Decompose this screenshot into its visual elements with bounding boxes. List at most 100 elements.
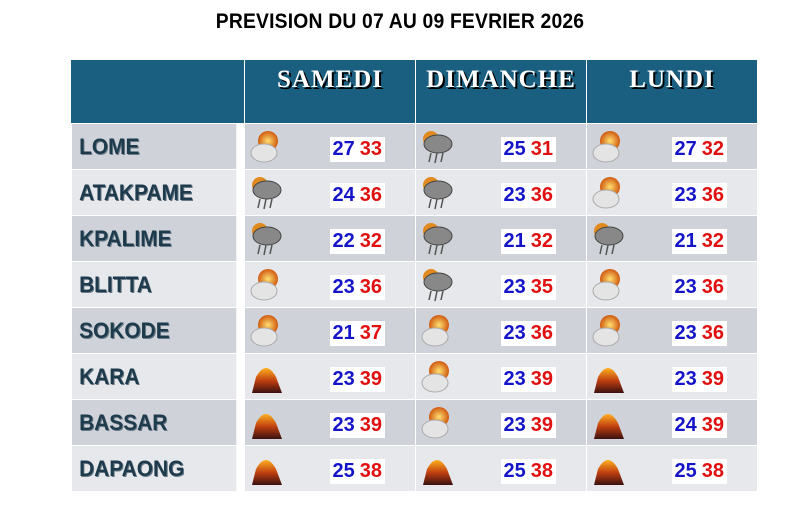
temperatures: 23 36 [671, 321, 727, 346]
forecast-cell: 21 37 [244, 307, 416, 354]
header-day: LUNDI [586, 59, 758, 124]
temperatures: 23 36 [500, 321, 556, 346]
max-temp: 36 [701, 184, 724, 206]
partly-cloudy-icon [590, 129, 626, 165]
temperatures: 23 39 [500, 367, 556, 392]
forecast-cell: 23 39 [244, 353, 416, 400]
forecast-cell: 24 39 [586, 399, 758, 446]
min-temp: 23 [674, 276, 697, 298]
min-temp: 27 [332, 138, 355, 160]
temperatures: 22 32 [329, 229, 385, 254]
forecast-cell: 22 32 [244, 215, 416, 262]
min-temp: 23 [674, 368, 697, 390]
forecast-table: SAMEDI DIMANCHE LUNDI LOME 27 33 25 31 27 32 AT… [70, 59, 758, 492]
max-temp: 35 [530, 276, 553, 298]
min-temp: 25 [332, 460, 355, 482]
thunderstorm-icon [419, 175, 455, 211]
temperatures: 23 36 [500, 183, 556, 208]
temperatures: 23 36 [671, 275, 727, 300]
min-temp: 25 [503, 138, 526, 160]
thunderstorm-icon [419, 129, 455, 165]
header-day: SAMEDI [244, 59, 416, 124]
max-temp: 38 [359, 460, 382, 482]
city-row: KPALIME 22 32 21 32 21 32 [70, 215, 758, 262]
thunderstorm-icon [590, 221, 626, 257]
temperatures: 25 31 [500, 137, 556, 162]
city-row: DAPAONG 25 38 25 38 25 38 [70, 445, 758, 492]
min-temp: 25 [674, 460, 697, 482]
max-temp: 32 [359, 230, 382, 252]
forecast-cell: 21 32 [415, 215, 587, 262]
max-temp: 39 [701, 414, 724, 436]
hot-haze-icon [590, 451, 626, 487]
forecast-cell: 25 38 [415, 445, 587, 492]
temperatures: 21 32 [500, 229, 556, 254]
min-temp: 23 [332, 414, 355, 436]
city-row: ATAKPAME 24 36 23 36 23 36 [70, 169, 758, 216]
min-temp: 23 [674, 184, 697, 206]
forecast-cell: 23 39 [415, 353, 587, 400]
hot-haze-icon [248, 405, 284, 441]
max-temp: 38 [530, 460, 553, 482]
max-temp: 32 [701, 230, 724, 252]
temperatures: 23 36 [671, 183, 727, 208]
min-temp: 22 [332, 230, 355, 252]
city-name: ATAKPAME [70, 169, 237, 216]
thunderstorm-icon [419, 221, 455, 257]
city-name: BASSAR [70, 399, 237, 446]
min-temp: 24 [674, 414, 697, 436]
max-temp: 36 [701, 322, 724, 344]
max-temp: 36 [701, 276, 724, 298]
forecast-cell: 23 36 [586, 169, 758, 216]
min-temp: 21 [503, 230, 526, 252]
city-row: SOKODE 21 37 23 36 23 36 [70, 307, 758, 354]
partly-cloudy-icon [590, 267, 626, 303]
temperatures: 23 39 [329, 367, 385, 392]
forecast-cell: 23 39 [415, 399, 587, 446]
forecast-cell: 23 35 [415, 261, 587, 308]
max-temp: 39 [530, 414, 553, 436]
partly-cloudy-icon [590, 313, 626, 349]
partly-cloudy-icon [590, 175, 626, 211]
forecast-cell: 23 36 [415, 307, 587, 354]
city-name: KARA [70, 353, 237, 400]
min-temp: 25 [503, 460, 526, 482]
hot-haze-icon [590, 405, 626, 441]
max-temp: 33 [359, 138, 382, 160]
page-title: PREVISION DU 07 AU 09 FEVRIER 2026 [215, 10, 585, 33]
max-temp: 36 [530, 322, 553, 344]
temperatures: 21 37 [329, 321, 385, 346]
temperatures: 25 38 [671, 459, 727, 484]
forecast-cell: 27 32 [586, 123, 758, 170]
min-temp: 23 [503, 368, 526, 390]
max-temp: 39 [359, 368, 382, 390]
temperatures: 25 38 [500, 459, 556, 484]
max-temp: 39 [530, 368, 553, 390]
forecast-cell: 23 36 [586, 261, 758, 308]
thunderstorm-icon [248, 175, 284, 211]
city-row: KARA 23 39 23 39 23 39 [70, 353, 758, 400]
min-temp: 27 [674, 138, 697, 160]
hot-haze-icon [419, 451, 455, 487]
forecast-cell: 24 36 [244, 169, 416, 216]
max-temp: 31 [530, 138, 553, 160]
temperatures: 23 39 [671, 367, 727, 392]
forecast-cell: 23 36 [586, 307, 758, 354]
partly-cloudy-icon [248, 129, 284, 165]
forecast-cell: 23 36 [244, 261, 416, 308]
max-temp: 36 [530, 184, 553, 206]
city-name: DAPAONG [70, 445, 237, 492]
forecast-cell: 23 36 [415, 169, 587, 216]
max-temp: 37 [359, 322, 382, 344]
hot-haze-icon [590, 359, 626, 395]
max-temp: 32 [530, 230, 553, 252]
temperatures: 27 33 [329, 137, 385, 162]
min-temp: 21 [332, 322, 355, 344]
forecast-cell: 25 38 [244, 445, 416, 492]
temperatures: 21 32 [671, 229, 727, 254]
min-temp: 23 [503, 414, 526, 436]
min-temp: 21 [674, 230, 697, 252]
forecast-cell: 23 39 [244, 399, 416, 446]
max-temp: 36 [359, 184, 382, 206]
min-temp: 23 [332, 368, 355, 390]
